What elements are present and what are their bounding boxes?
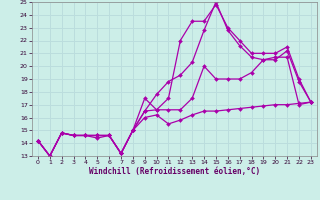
X-axis label: Windchill (Refroidissement éolien,°C): Windchill (Refroidissement éolien,°C) — [89, 167, 260, 176]
